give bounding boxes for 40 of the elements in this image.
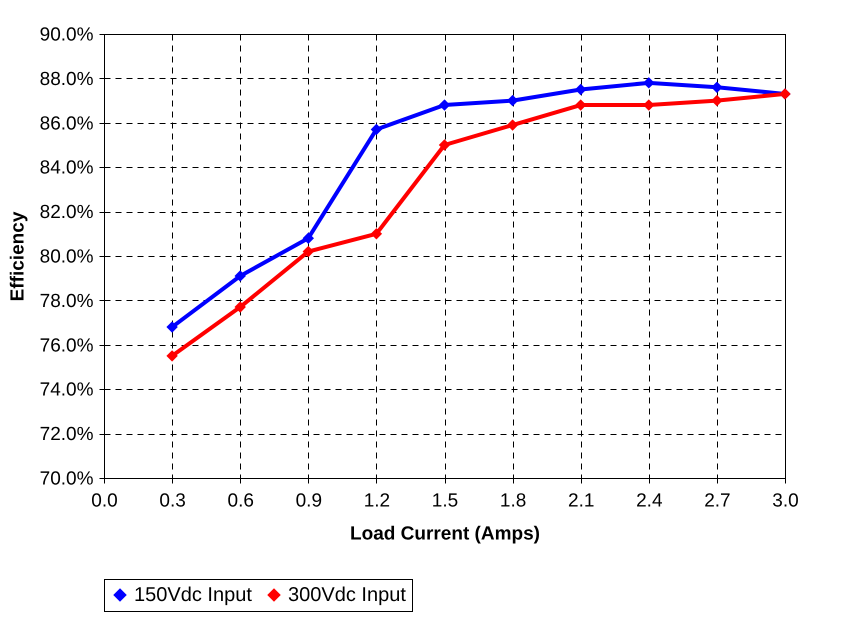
x-tick-label: 2.1 (568, 490, 594, 512)
y-tick-label: 88.0% (40, 68, 94, 90)
point (302, 232, 314, 244)
point (370, 228, 382, 240)
y-tick-label: 78.0% (40, 290, 94, 312)
point (438, 139, 450, 151)
x-tick-label: 0.3 (159, 490, 186, 512)
point (302, 246, 314, 258)
x-tick-label: 0.9 (296, 490, 322, 512)
y-tick-label: 70.0% (40, 468, 94, 490)
y-tick-label: 74.0% (40, 380, 94, 401)
point (506, 119, 518, 131)
x-axis-title: Load Current (Amps) (350, 524, 540, 544)
point (575, 84, 586, 96)
x-tick-label: 1.2 (364, 490, 390, 512)
y-tick-label: 76.0% (40, 335, 94, 356)
x-tick-label: 2.4 (636, 490, 663, 512)
point (166, 321, 178, 333)
legend-label: 150Vdc Input (134, 584, 252, 606)
point (438, 99, 450, 111)
x-tick-label: 1.5 (432, 490, 458, 512)
point (234, 301, 246, 313)
point (370, 124, 382, 136)
y-tick-label: 82.0% (40, 202, 94, 224)
y-tick-label: 72.0% (40, 424, 94, 446)
point (711, 94, 723, 106)
y-tick-label: 84.0% (40, 158, 94, 179)
point (234, 270, 246, 282)
x-tick-label: 2.7 (704, 490, 731, 512)
y-axis-title: Efficiency (8, 211, 29, 302)
x-tick-label: 0.0 (91, 490, 118, 512)
legend-label: 300Vdc Input (288, 584, 406, 606)
y-tick-label: 86.0% (40, 113, 94, 134)
y-tick-label: 90.0% (40, 24, 94, 46)
y-tick-label: 80.0% (40, 246, 94, 268)
point (166, 350, 178, 362)
x-tick-label: 3.0 (772, 490, 799, 512)
point (643, 77, 654, 89)
x-tick-label: 1.8 (500, 490, 526, 512)
x-tick-label: 0.6 (227, 490, 254, 512)
